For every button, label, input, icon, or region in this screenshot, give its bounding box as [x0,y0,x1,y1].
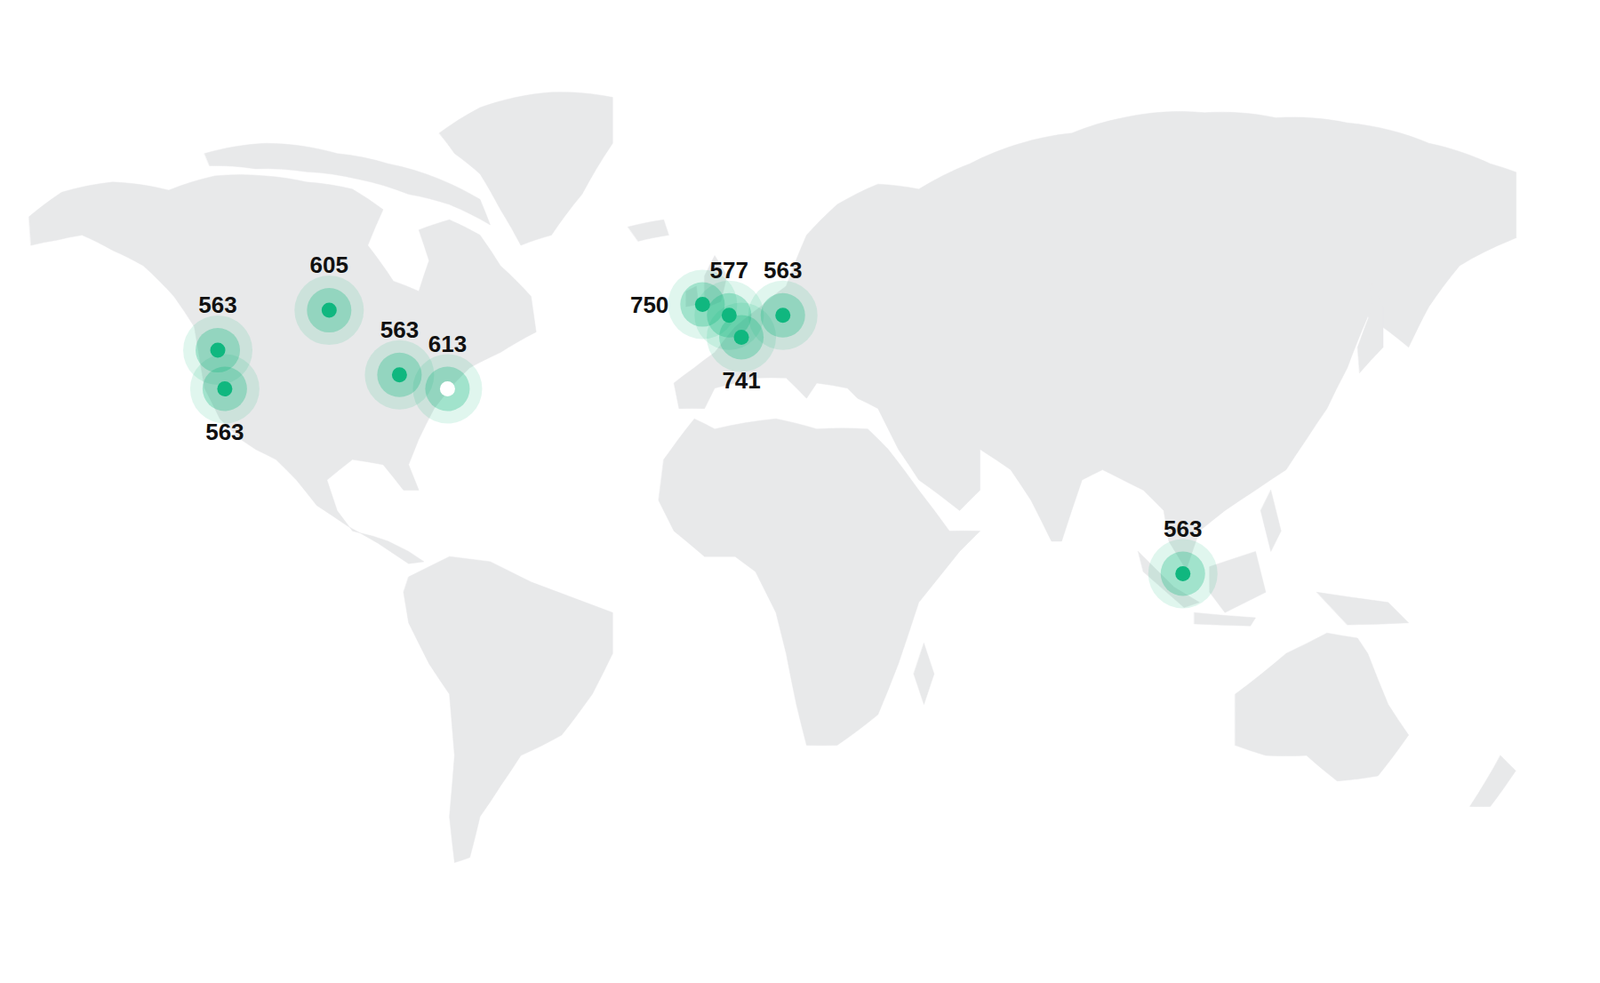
svg-text:563: 563 [763,256,802,284]
svg-text:605: 605 [310,251,349,279]
svg-text:563: 563 [198,291,237,319]
svg-text:563: 563 [205,418,244,446]
svg-text:563: 563 [1163,515,1202,543]
svg-text:750: 750 [630,291,669,319]
svg-text:577: 577 [710,256,749,284]
svg-text:741: 741 [721,367,760,394]
svg-text:563: 563 [380,316,419,344]
svg-text:613: 613 [428,330,467,358]
